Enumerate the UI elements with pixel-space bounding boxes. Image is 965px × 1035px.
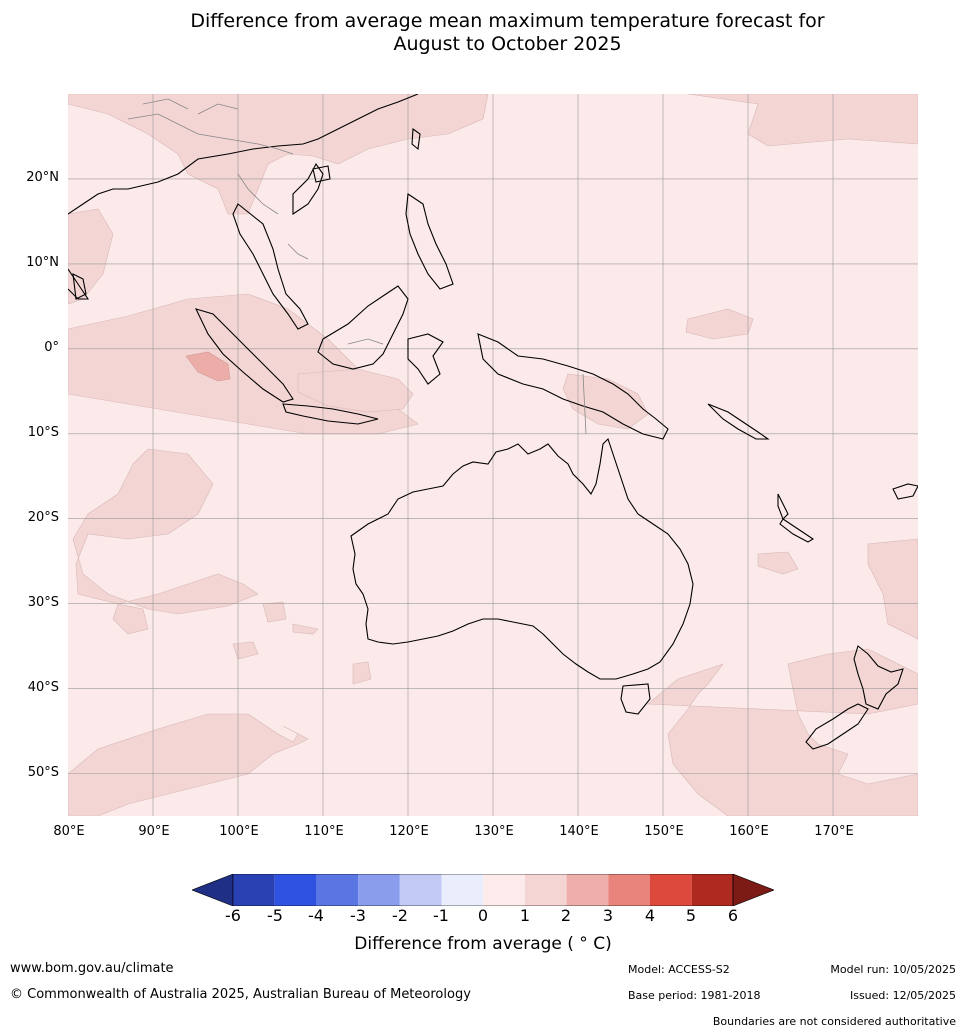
sri-lanka-coast [72, 273, 87, 300]
australia-coast [350, 437, 694, 680]
disclaimer-text: Boundaries are not considered authoritat… [712, 1015, 956, 1028]
website-link[interactable]: www.bom.gov.au/climate [10, 961, 174, 976]
lat-label-30s: 30°S [27, 595, 59, 610]
lat-label-20s: 20°S [27, 510, 59, 525]
anomaly-region-coral-sea [757, 551, 799, 575]
colorbar-bin-minus6-minus5 [233, 874, 275, 906]
philippines-coast [405, 193, 454, 290]
colorbar-tick-minus5: -5 [267, 906, 283, 925]
new-zealand-south-island [805, 703, 869, 750]
java-coast [282, 403, 379, 425]
lon-label-130e: 130°E [474, 824, 514, 839]
colorbar-tick-5: 5 [685, 906, 697, 925]
anomaly-region-south-indian-blob-5 [292, 623, 319, 635]
colorbar-bin-minus5-minus4 [274, 874, 317, 906]
anomaly-region-southern-ocean [68, 713, 309, 816]
colorbar-bin-minus3-minus2 [358, 874, 400, 906]
lon-label-110e: 110°E [304, 824, 344, 839]
colorbar-bin-2-3 [566, 874, 609, 906]
hainan-coast [312, 165, 331, 183]
lon-label-150e: 150°E [644, 824, 684, 839]
title-line-2: August to October 2025 [393, 33, 622, 55]
lon-label-90e: 90°E [138, 824, 170, 839]
anomaly-region-west-indian-ocean [68, 208, 114, 305]
chart-title: Difference from average mean maximum tem… [0, 10, 965, 56]
lon-label-170e: 170°E [814, 824, 854, 839]
colorbar-tick-minus1: -1 [433, 906, 449, 925]
colorbar-bin-minus4-minus3 [316, 874, 359, 906]
colorbar-arrow-low [192, 874, 234, 906]
country-borders [127, 98, 587, 435]
new-zealand-north-island [853, 645, 904, 710]
colorbar-tick-1: 1 [519, 906, 531, 925]
colorbar [192, 874, 774, 906]
lon-label-120e: 120°E [389, 824, 429, 839]
colorbar-tick-minus6: -6 [225, 906, 241, 925]
issued-text: Issued: 12/05/2025 [849, 989, 956, 1002]
solomon-islands-coast [707, 403, 770, 440]
colorbar-bin-0-1 [483, 874, 525, 906]
colorbar-tick-4: 4 [644, 906, 656, 925]
new-caledonia-coast [779, 518, 815, 543]
colorbar-label: Difference from average ( ° C) [354, 934, 612, 954]
lon-label-140e: 140°E [559, 824, 599, 839]
colorbar-tick-minus4: -4 [308, 906, 324, 925]
sumatra-coast [194, 308, 294, 403]
anomaly-region-new-guinea [562, 373, 649, 430]
colorbar-arrow-high [732, 874, 774, 906]
lon-label-100e: 100°E [219, 824, 259, 839]
colorbar-bin-minus1-0 [441, 874, 484, 906]
taiwan-coast [411, 127, 421, 151]
forecast-map [68, 94, 918, 816]
lat-label-20n: 20°N [26, 170, 59, 185]
fiji-coast [892, 483, 918, 500]
lat-label-10n: 10°N [26, 255, 59, 270]
base-period-text: Base period: 1981-2018 [628, 989, 761, 1002]
anomaly-region-south-indian-blob [112, 603, 149, 635]
model-text: Model: ACCESS-S2 [628, 963, 730, 976]
anomaly-region-pacific-north [687, 94, 918, 147]
colorbar-tick-2: 2 [560, 906, 572, 925]
coastlines [68, 94, 918, 750]
colorbar-bin-1-2 [524, 874, 567, 906]
anomaly-region-south-pacific [867, 538, 918, 640]
colorbar-tick-0: 0 [477, 906, 489, 925]
anomaly-region-south-indian-blob-2 [232, 641, 259, 660]
borneo-coast [317, 285, 409, 370]
map-canvas [68, 94, 918, 816]
lat-label-40s: 40°S [27, 680, 59, 695]
tasmania-coast [620, 683, 651, 715]
anomaly-region-south-indian-blob-4 [262, 601, 287, 623]
lat-label-10s: 10°S [27, 425, 59, 440]
lon-label-160e: 160°E [729, 824, 769, 839]
southeast-asia-coast [127, 94, 419, 330]
graticule [68, 94, 918, 816]
anomaly-region-tasman [647, 648, 918, 816]
anomaly-region-south-indian [72, 448, 259, 615]
anomaly-region-south-indian-blob-3 [352, 661, 372, 685]
anomaly-2-3-region [185, 351, 231, 382]
anomaly-1-2-regions [68, 94, 918, 816]
colorbar-tick-minus3: -3 [350, 906, 366, 925]
title-line-1: Difference from average mean maximum tem… [190, 10, 825, 32]
sulawesi-coast [407, 333, 444, 385]
india-coast [68, 188, 128, 300]
anomaly-region-java-sea [297, 368, 414, 413]
colorbar-bin-5-6 [691, 874, 733, 906]
lat-label-0: 0° [44, 340, 59, 355]
new-guinea-coast [477, 333, 669, 440]
vanuatu-coast [777, 493, 789, 520]
colorbar-bin-minus2-minus1 [399, 874, 442, 906]
colorbar-tick-3: 3 [602, 906, 614, 925]
model-run-text: Model run: 10/05/2025 [830, 963, 956, 976]
colorbar-bin-4-5 [650, 874, 692, 906]
colorbar-tick-minus2: -2 [392, 906, 408, 925]
lat-label-50s: 50°S [27, 765, 59, 780]
colorbar-tick-6: 6 [727, 906, 739, 925]
lon-label-80e: 80°E [53, 824, 85, 839]
colorbar-bin-3-4 [608, 874, 650, 906]
copyright-text: © Commonwealth of Australia 2025, Austra… [10, 987, 471, 1002]
